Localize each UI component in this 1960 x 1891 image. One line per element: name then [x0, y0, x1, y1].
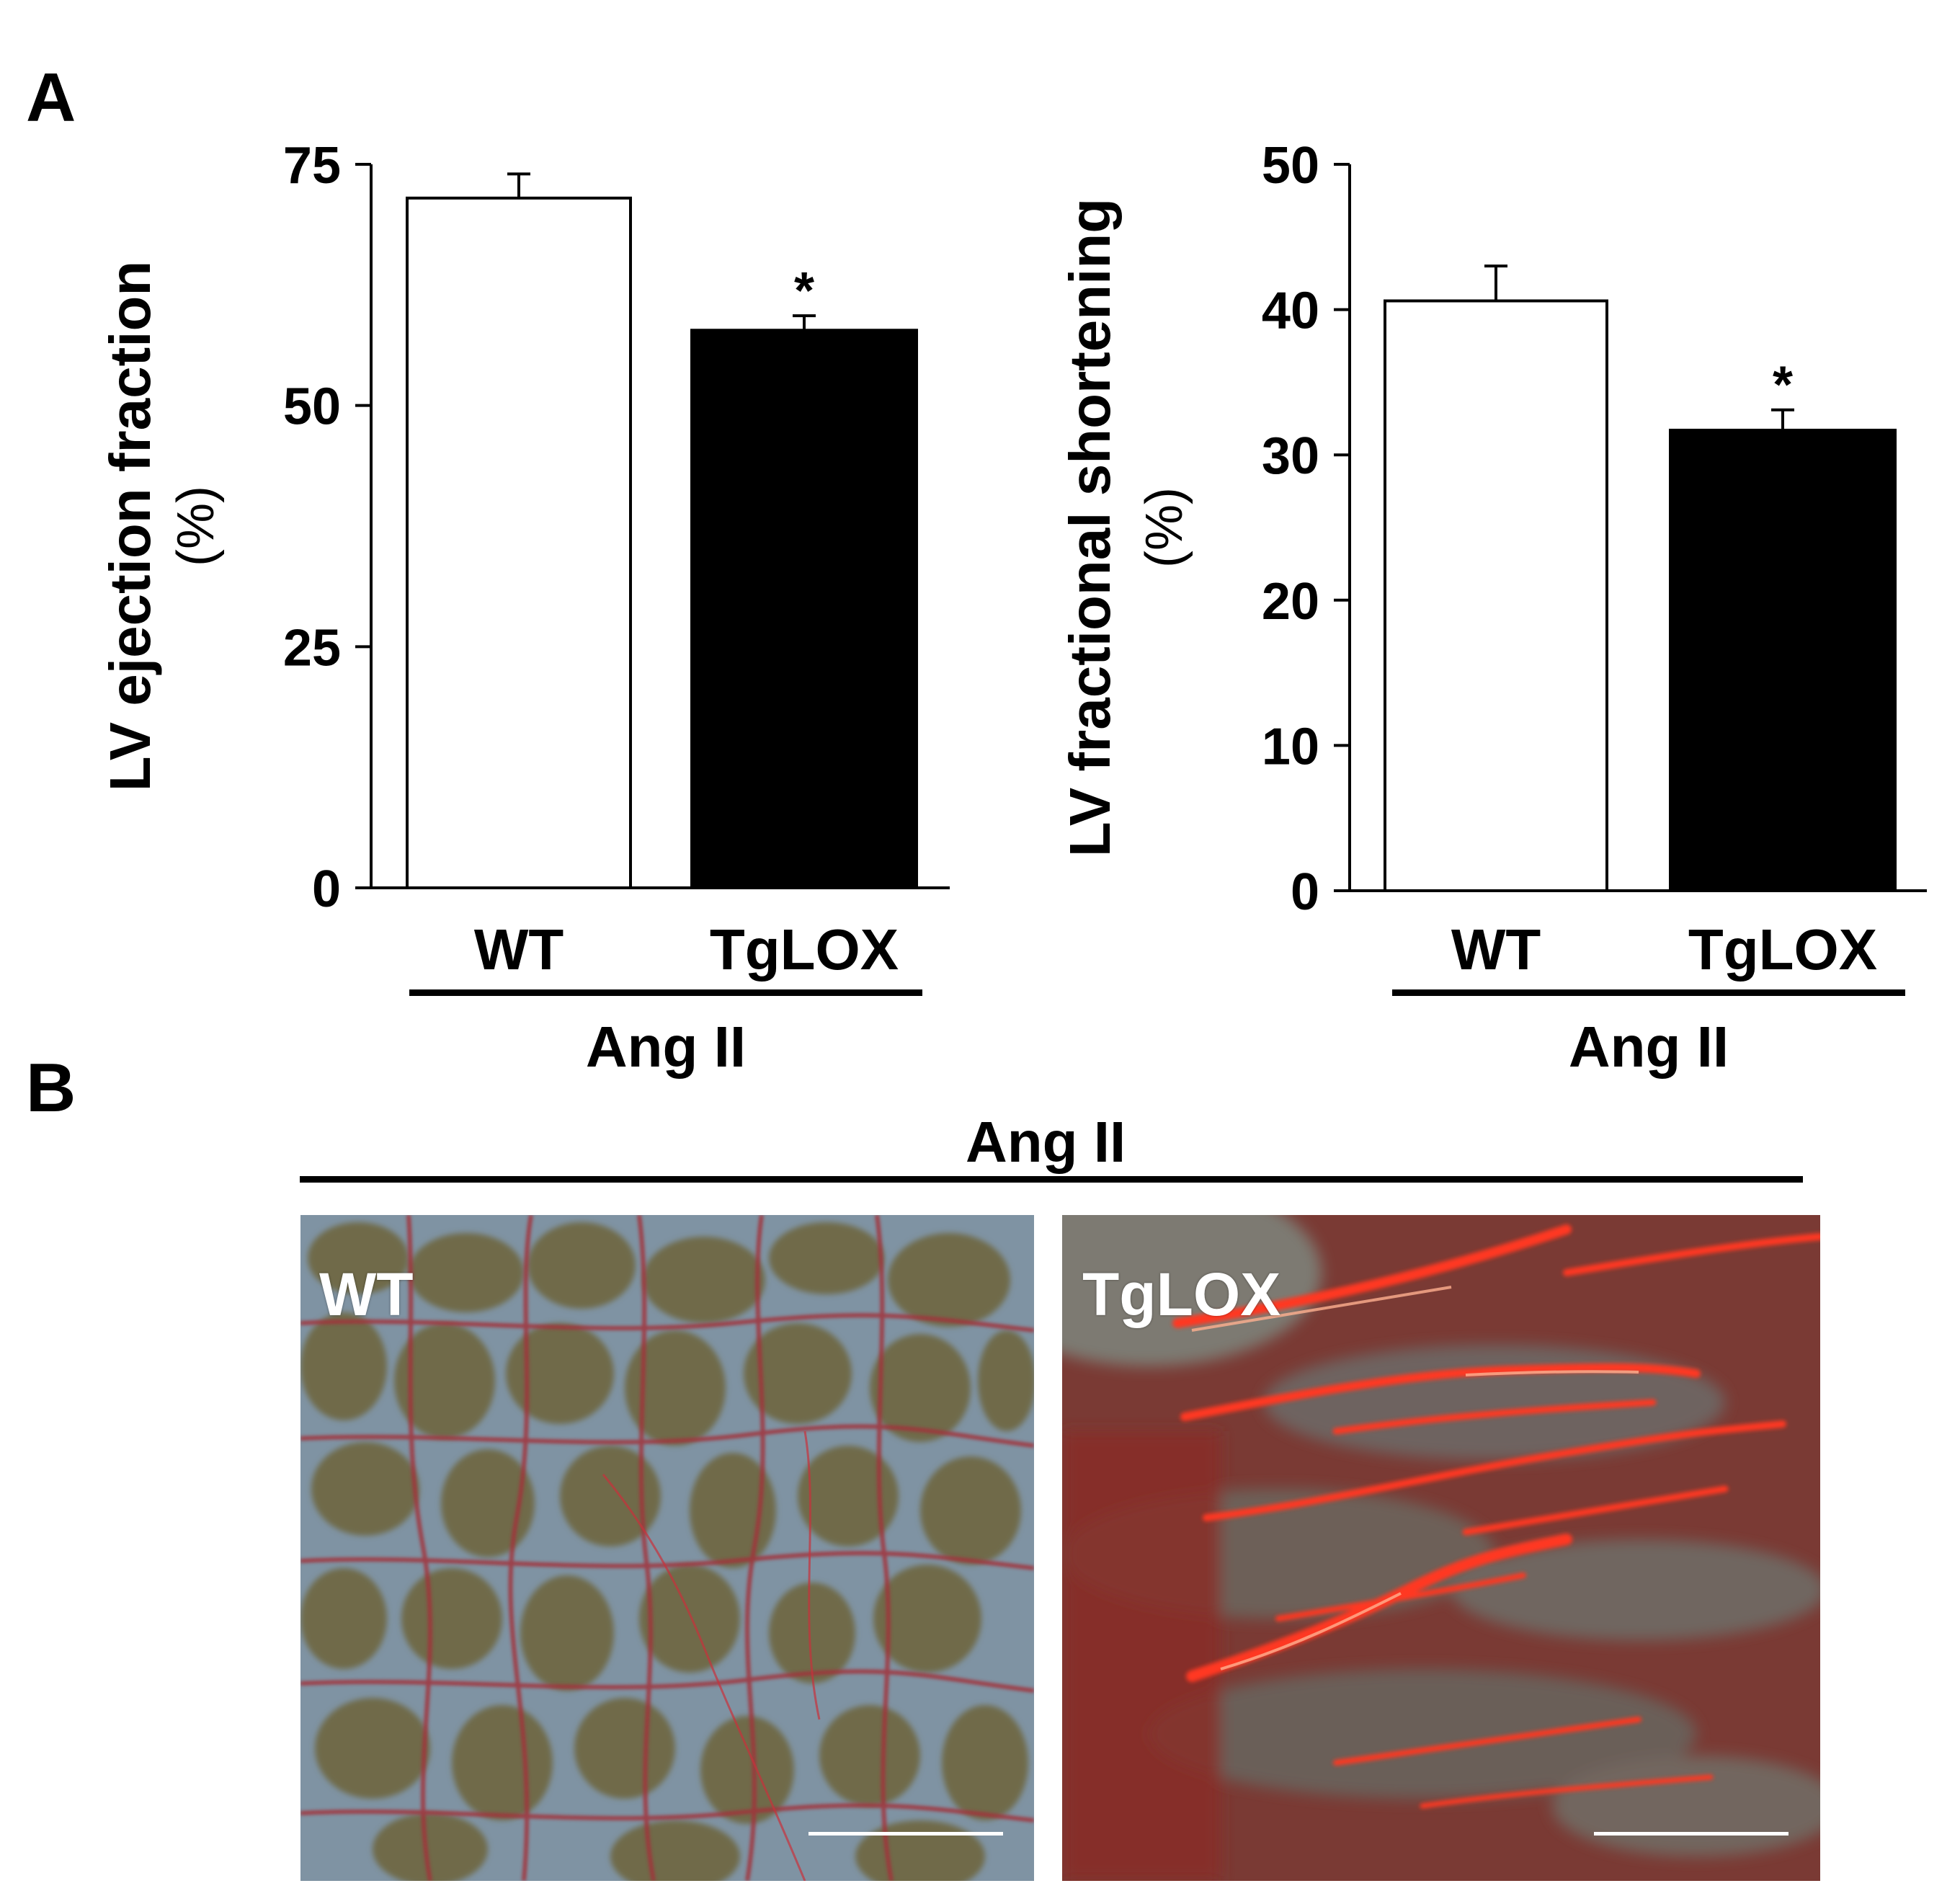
- bar-tglox: [690, 329, 918, 889]
- y-tick-label: 50: [1262, 137, 1319, 195]
- y-tick-label: 10: [1262, 718, 1319, 775]
- panel-label-a: A: [26, 59, 76, 136]
- bar-wt: [1384, 299, 1608, 892]
- chart-ejection-fraction: 0 25 50 75 WT * TgLOX Ang II LV ejection fractio…: [98, 137, 950, 1079]
- y-tick-label: 75: [283, 137, 341, 195]
- y-axis-unit: (%): [167, 486, 225, 566]
- y-tick-label: 0: [1291, 863, 1319, 921]
- chart-fractional-shortening: 0 10 20 30 40 50 WT * TgLOX Ang II LV fractional s…: [1058, 137, 1927, 1079]
- micrograph-tglox-label: TgLOX: [1082, 1260, 1281, 1328]
- bar-tglox: [1669, 428, 1897, 892]
- category-label: TgLOX: [710, 917, 899, 982]
- micrograph-wt-label: WT: [319, 1260, 414, 1328]
- group-label: Ang II: [1569, 1015, 1729, 1079]
- y-axis-title: LV ejection fraction: [98, 261, 162, 791]
- panel-label-b: B: [26, 1049, 76, 1126]
- bar-charts: 0 25 50 75 WT * TgLOX Ang II LV ejection fractio…: [98, 137, 1927, 1079]
- y-tick-label: 50: [283, 378, 341, 436]
- significance-marker: *: [1773, 357, 1793, 414]
- micrograph-tglox: TgLOX: [1062, 1215, 1820, 1881]
- category-label: WT: [474, 917, 564, 982]
- micrograph-wt: WT: [300, 1215, 1034, 1881]
- group-line: [1392, 989, 1905, 996]
- y-axis-unit: (%): [1136, 487, 1193, 568]
- group-line: [409, 989, 922, 996]
- significance-marker: *: [794, 262, 814, 320]
- category-label: TgLOX: [1688, 917, 1877, 982]
- bar-wt: [406, 196, 632, 889]
- group-label: Ang II: [586, 1015, 746, 1079]
- y-tick-label: 0: [312, 860, 341, 918]
- histology-group-line: [300, 1176, 1803, 1183]
- y-tick-label: 20: [1262, 573, 1319, 631]
- y-axis-title: LV fractional shortening: [1058, 198, 1122, 857]
- y-tick-label: 40: [1262, 282, 1319, 340]
- y-tick-label: 25: [283, 619, 341, 677]
- y-tick-label: 30: [1262, 427, 1319, 485]
- category-label: WT: [1451, 917, 1541, 982]
- histology-group-label: Ang II: [966, 1110, 1126, 1174]
